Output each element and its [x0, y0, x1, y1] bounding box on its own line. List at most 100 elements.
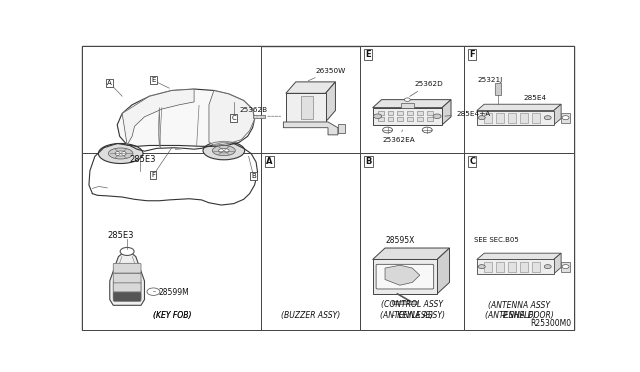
Bar: [397, 111, 403, 115]
Bar: [520, 113, 528, 122]
Circle shape: [544, 116, 551, 120]
Polygon shape: [286, 82, 335, 93]
Text: 25362EA: 25362EA: [383, 130, 415, 143]
Polygon shape: [385, 265, 420, 285]
Text: SEE SEC.B05: SEE SEC.B05: [474, 237, 519, 243]
Circle shape: [422, 127, 432, 133]
FancyBboxPatch shape: [113, 263, 141, 273]
Polygon shape: [338, 124, 346, 133]
Bar: [508, 113, 516, 122]
Bar: [378, 118, 383, 121]
Bar: [372, 108, 442, 125]
Bar: [495, 83, 500, 95]
Bar: [397, 118, 403, 121]
Bar: [484, 262, 492, 272]
Ellipse shape: [219, 148, 229, 153]
Text: (CONTROL ASSY
- KEYLESS): (CONTROL ASSY - KEYLESS): [381, 300, 444, 320]
Ellipse shape: [212, 145, 236, 155]
Bar: [378, 111, 383, 115]
Circle shape: [562, 116, 569, 120]
Bar: [301, 96, 313, 119]
Text: (ANTENNA DOOR): (ANTENNA DOOR): [484, 311, 554, 320]
Polygon shape: [437, 248, 449, 294]
Circle shape: [383, 127, 392, 133]
Bar: [83, 46, 261, 330]
Polygon shape: [284, 122, 338, 135]
Text: B: B: [252, 173, 256, 179]
Text: 285E4: 285E4: [524, 96, 547, 102]
Polygon shape: [477, 104, 561, 110]
Text: 25362D: 25362D: [410, 81, 444, 96]
FancyBboxPatch shape: [113, 273, 141, 283]
Circle shape: [478, 116, 485, 120]
Polygon shape: [209, 90, 255, 145]
Bar: [465, 46, 573, 154]
Text: 285E3: 285E3: [108, 231, 134, 240]
Bar: [417, 118, 423, 121]
Bar: [477, 110, 554, 125]
Circle shape: [544, 264, 551, 269]
Text: (ANTENNA ASSY
-P.SHELF): (ANTENNA ASSY -P.SHELF): [488, 301, 550, 320]
Bar: [532, 113, 540, 122]
Bar: [360, 46, 465, 154]
Bar: [465, 154, 573, 330]
Bar: [407, 111, 413, 115]
Text: (BUZZER ASSY): (BUZZER ASSY): [281, 311, 340, 320]
Ellipse shape: [108, 148, 133, 159]
FancyBboxPatch shape: [113, 292, 141, 301]
Text: 26350W: 26350W: [308, 68, 346, 81]
Polygon shape: [477, 253, 561, 260]
Text: (KEY FOB): (KEY FOB): [152, 311, 191, 320]
FancyBboxPatch shape: [113, 283, 141, 292]
Text: F: F: [469, 49, 475, 58]
Bar: [83, 46, 261, 154]
Text: C: C: [469, 157, 476, 166]
Text: 28595X: 28595X: [385, 236, 415, 245]
Circle shape: [374, 114, 381, 119]
Text: (ANTENNA ASSY): (ANTENNA ASSY): [380, 311, 445, 320]
Text: B: B: [365, 157, 372, 166]
Polygon shape: [372, 100, 451, 108]
Text: F: F: [152, 172, 156, 178]
Polygon shape: [117, 89, 255, 146]
Circle shape: [147, 288, 160, 295]
Text: 285E3: 285E3: [129, 155, 156, 164]
Bar: [520, 262, 528, 272]
Bar: [286, 93, 326, 122]
Bar: [532, 262, 540, 272]
Text: 25321J: 25321J: [478, 77, 503, 83]
Ellipse shape: [99, 144, 143, 164]
Bar: [401, 103, 414, 108]
Bar: [496, 113, 504, 122]
Bar: [484, 113, 492, 122]
Bar: [428, 118, 433, 121]
Bar: [561, 113, 570, 122]
Circle shape: [562, 264, 569, 269]
Bar: [372, 260, 437, 294]
Text: (KEY FOB): (KEY FOB): [152, 311, 191, 320]
Bar: [360, 154, 465, 330]
FancyBboxPatch shape: [376, 264, 434, 289]
Bar: [508, 262, 516, 272]
Circle shape: [478, 264, 485, 269]
Bar: [253, 115, 264, 118]
Ellipse shape: [203, 141, 244, 160]
Text: R25300M0: R25300M0: [530, 319, 571, 328]
Polygon shape: [326, 82, 335, 122]
Text: E: E: [151, 77, 156, 83]
Polygon shape: [442, 100, 451, 125]
Bar: [392, 301, 417, 304]
Bar: [261, 154, 360, 330]
Bar: [388, 118, 394, 121]
Bar: [428, 111, 433, 115]
Bar: [561, 262, 570, 272]
Circle shape: [120, 247, 134, 256]
Polygon shape: [122, 89, 194, 145]
Text: C: C: [232, 115, 236, 121]
Circle shape: [404, 98, 410, 101]
Bar: [477, 260, 554, 274]
Bar: [407, 118, 413, 121]
Bar: [388, 111, 394, 115]
Bar: [417, 111, 423, 115]
Text: E: E: [365, 49, 371, 58]
